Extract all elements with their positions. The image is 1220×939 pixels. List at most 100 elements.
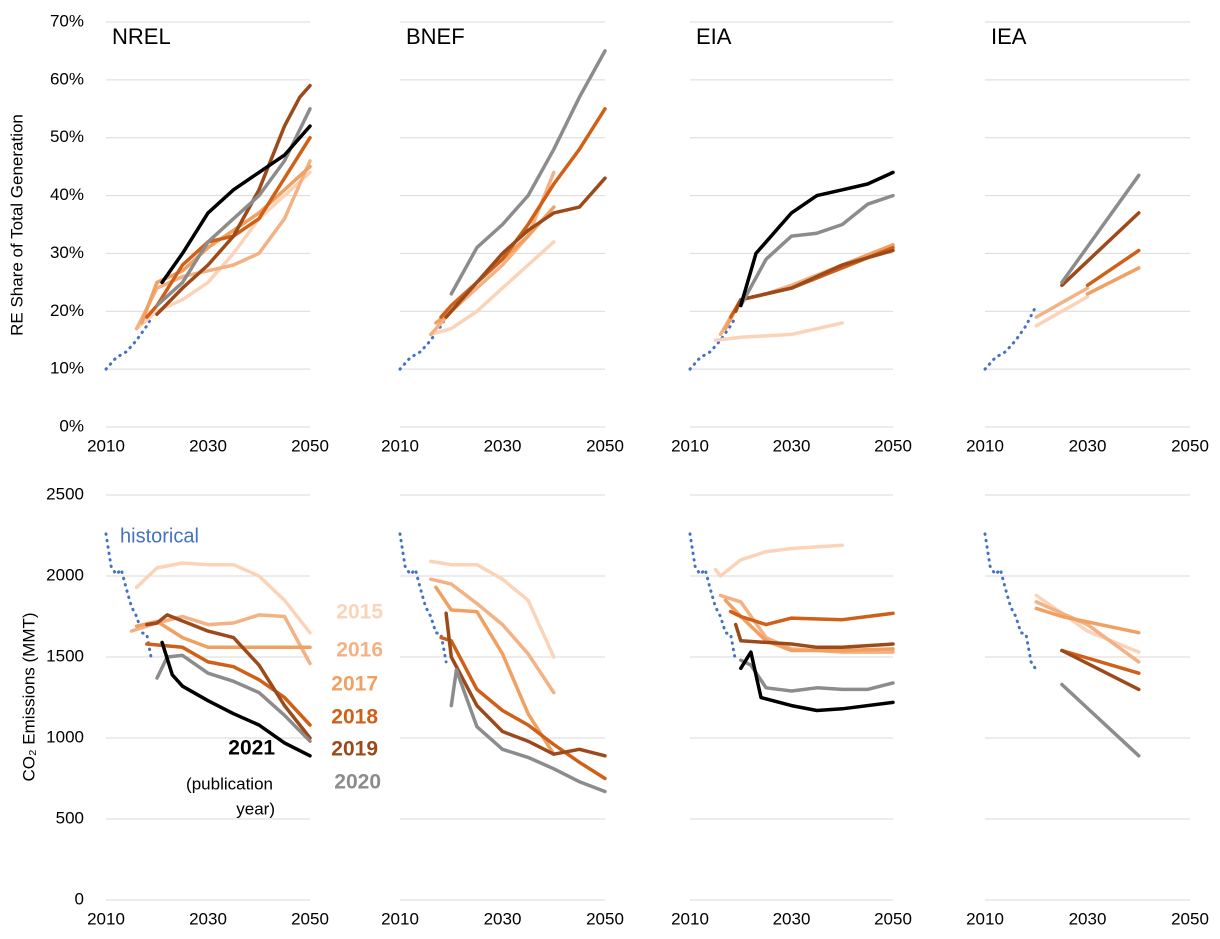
- series-line: [434, 585, 556, 756]
- series-line: [160, 640, 312, 758]
- series-line: [444, 176, 607, 319]
- series-line: [145, 613, 312, 740]
- x-tick-label: 2050: [586, 909, 624, 928]
- y-tick-label: 1500: [46, 646, 84, 665]
- series-line: [713, 543, 845, 578]
- x-tick-label: 2050: [1171, 436, 1209, 455]
- legend-label: 2015: [336, 601, 383, 624]
- series-line: [1034, 600, 1141, 664]
- x-tick-label: 2030: [189, 436, 227, 455]
- series-line: [688, 315, 738, 371]
- y-tick-label: 50%: [50, 127, 84, 146]
- x-tick-label: 2010: [671, 909, 709, 928]
- x-tick-label: 2010: [87, 909, 125, 928]
- legend-label: 2016: [336, 639, 383, 662]
- legend-label: 2018: [331, 706, 378, 729]
- y-tick-label: 2000: [46, 565, 84, 584]
- series-line: [739, 650, 895, 713]
- series-line: [449, 668, 607, 794]
- series-line: [1060, 648, 1141, 675]
- series-line: [145, 642, 312, 727]
- series-line: [739, 658, 895, 693]
- series-line: [398, 532, 448, 664]
- y-tick-label: 2500: [46, 484, 84, 503]
- series-line: [733, 622, 895, 650]
- x-tick-label: 2050: [291, 909, 329, 928]
- y-tick-label: 0: [75, 889, 84, 908]
- series-line: [1085, 248, 1141, 288]
- x-tick-label: 2010: [381, 909, 419, 928]
- y-tick-label: 30%: [50, 243, 84, 262]
- series-line: [439, 107, 607, 319]
- series-line: [733, 248, 895, 314]
- x-tick-label: 2050: [586, 436, 624, 455]
- y-axis-label: CO₂ Emissions (MMT): [19, 612, 38, 781]
- series-line: [398, 315, 448, 371]
- legend-label: 2020: [334, 771, 381, 794]
- y-tick-label: 60%: [50, 69, 84, 88]
- legend-label: 2017: [331, 673, 378, 696]
- x-tick-label: 2010: [87, 436, 125, 455]
- x-tick-label: 2030: [1069, 909, 1107, 928]
- series-line: [104, 315, 154, 371]
- panel-title: IEA: [991, 24, 1027, 49]
- series-line: [1060, 173, 1141, 285]
- series-line: [104, 532, 154, 664]
- y-axis-label: RE Share of Total Generation: [7, 114, 26, 336]
- y-tick-label: 70%: [50, 11, 84, 30]
- x-tick-label: 2010: [671, 436, 709, 455]
- series-line: [145, 135, 312, 319]
- series-line: [129, 613, 312, 666]
- y-tick-label: 0%: [59, 416, 84, 435]
- y-tick-label: 20%: [50, 301, 84, 320]
- annotation: year): [236, 799, 275, 818]
- x-tick-label: 2030: [1069, 436, 1107, 455]
- series-line: [155, 83, 312, 316]
- series-line: [134, 159, 312, 331]
- x-tick-label: 2010: [966, 436, 1004, 455]
- x-tick-label: 2010: [966, 909, 1004, 928]
- series-line: [713, 321, 845, 342]
- x-tick-label: 2050: [874, 909, 912, 928]
- series-line: [429, 559, 556, 659]
- series-line: [688, 532, 738, 664]
- series-line: [739, 170, 895, 308]
- legend-label: 2021: [228, 737, 275, 760]
- y-tick-label: 40%: [50, 185, 84, 204]
- x-tick-label: 2030: [189, 909, 227, 928]
- series-line: [1085, 266, 1141, 296]
- annotation: (publication: [186, 774, 273, 793]
- series-line: [429, 240, 556, 337]
- y-tick-label: 500: [56, 808, 84, 827]
- panel-title: BNEF: [406, 24, 465, 49]
- series-line: [429, 577, 556, 695]
- series-line: [1034, 593, 1141, 654]
- x-tick-label: 2030: [773, 909, 811, 928]
- y-tick-label: 10%: [50, 359, 84, 378]
- x-tick-label: 2030: [773, 436, 811, 455]
- y-tick-label: 1000: [46, 727, 84, 746]
- x-tick-label: 2010: [381, 436, 419, 455]
- series-line: [1060, 648, 1141, 692]
- series-line: [728, 609, 895, 627]
- series-line: [1034, 295, 1090, 328]
- series-line: [439, 635, 607, 781]
- series-line: [983, 304, 1038, 371]
- x-tick-label: 2050: [291, 436, 329, 455]
- series-line: [155, 653, 312, 743]
- series-line: [1034, 606, 1141, 635]
- series-line: [1060, 682, 1141, 758]
- legend-label: historical: [120, 525, 199, 547]
- series-line: [983, 532, 1038, 672]
- legend-label: 2019: [331, 738, 378, 761]
- x-tick-label: 2050: [874, 436, 912, 455]
- panel-title: EIA: [696, 24, 732, 49]
- series-line: [134, 561, 312, 635]
- series-line: [1034, 286, 1090, 319]
- x-tick-label: 2030: [484, 909, 522, 928]
- series-line: [444, 611, 607, 758]
- series-line: [739, 193, 895, 308]
- series-line: [155, 107, 312, 308]
